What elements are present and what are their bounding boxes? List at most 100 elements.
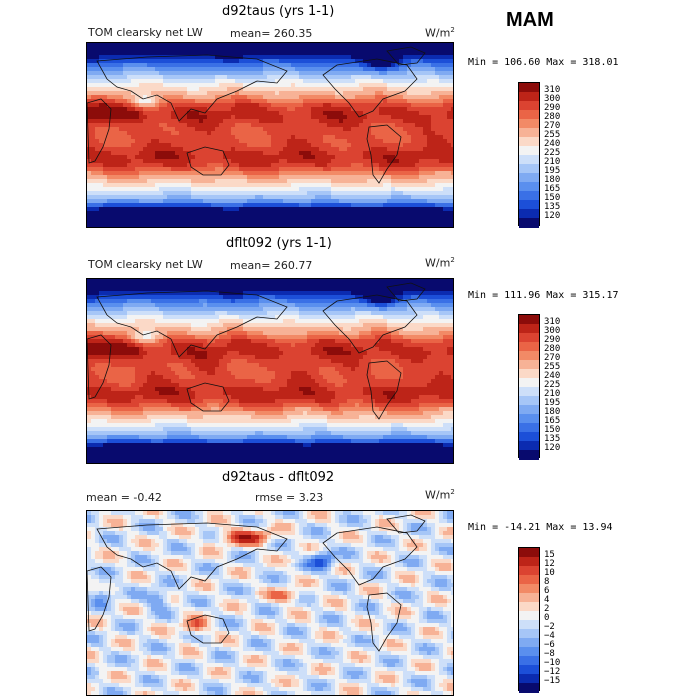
map-cell (119, 143, 124, 148)
map-cell (387, 191, 392, 196)
map-cell (275, 147, 280, 152)
map-cell (335, 223, 340, 227)
map-cell (319, 183, 324, 188)
map-cell (239, 79, 244, 84)
map-cell (383, 119, 388, 124)
map-cell (335, 95, 340, 100)
map-cell (259, 143, 264, 148)
map-cell (355, 163, 360, 168)
map-cell (427, 71, 432, 76)
map-cell (175, 143, 180, 148)
map-cell (103, 299, 108, 304)
map-cell (287, 303, 292, 308)
map-cell (167, 75, 172, 80)
map-cell (403, 299, 408, 304)
map-cell (379, 87, 384, 92)
map-cell (347, 287, 352, 292)
map-cell (275, 219, 280, 224)
map-cell (383, 115, 388, 120)
map-cell (367, 151, 372, 156)
map-cell (391, 79, 396, 84)
map-cell (171, 199, 176, 204)
map-cell (271, 211, 276, 216)
map-cell (227, 283, 232, 288)
map-cell (427, 159, 432, 164)
map-cell (143, 151, 148, 156)
map-cell (119, 43, 124, 48)
map-cell (379, 175, 384, 180)
map-cell (175, 199, 180, 204)
map-cell (167, 71, 172, 76)
map-cell (191, 111, 196, 116)
map-cell (371, 179, 376, 184)
map-cell (95, 43, 100, 48)
map-cell (99, 151, 104, 156)
map-cell (183, 99, 188, 104)
map-cell (283, 203, 288, 208)
map-cell (311, 127, 316, 132)
map-cell (375, 171, 380, 176)
map-cell (231, 139, 236, 144)
map-cell (395, 79, 400, 84)
map-cell (287, 147, 292, 152)
map-cell (295, 83, 300, 88)
map-cell (131, 191, 136, 196)
map-cell (391, 103, 396, 108)
map-cell (135, 283, 140, 288)
map-cell (443, 195, 448, 200)
map-cell (275, 107, 280, 112)
map-cell (99, 51, 104, 56)
map-cell (327, 91, 332, 96)
map-cell (447, 199, 452, 204)
map-cell (271, 59, 276, 64)
map-cell (135, 207, 140, 212)
map-cell (203, 219, 208, 224)
map-cell (203, 215, 208, 220)
map-cell (419, 139, 424, 144)
map-cell (203, 187, 208, 192)
map-cell (95, 183, 100, 188)
map-cell (315, 135, 320, 140)
map-cell (279, 123, 284, 128)
map-cell (259, 283, 264, 288)
map-cell (275, 115, 280, 120)
map-cell (243, 299, 248, 304)
map-cell (171, 291, 176, 296)
map-cell (163, 283, 168, 288)
map-cell (215, 123, 220, 128)
map-cell (287, 159, 292, 164)
map-cell (303, 87, 308, 92)
map-cell (171, 71, 176, 76)
map-cell (119, 107, 124, 112)
map-cell (247, 151, 252, 156)
map-cell (235, 87, 240, 92)
map-cell (419, 111, 424, 116)
map-cell (291, 131, 296, 136)
map-cell (155, 283, 160, 288)
map-cell (415, 175, 420, 180)
map-cell (419, 303, 424, 308)
map-cell (275, 143, 280, 148)
colorbar-swatch (519, 146, 539, 156)
map-cell (399, 199, 404, 204)
map-cell (367, 71, 372, 76)
map-cell (283, 195, 288, 200)
map-cell (295, 279, 300, 284)
map-cell (331, 155, 336, 160)
map-cell (195, 295, 200, 300)
map-cell (195, 299, 200, 304)
map-cell (451, 103, 453, 108)
map-cell (227, 127, 232, 132)
map-cell (351, 139, 356, 144)
map-cell (155, 187, 160, 192)
map-cell (95, 67, 100, 72)
map-cell (227, 211, 232, 216)
map-cell (367, 139, 372, 144)
map-cell (199, 167, 204, 172)
map-cell (363, 79, 368, 84)
map-cell (231, 171, 236, 176)
map-cell (151, 195, 156, 200)
map-cell (119, 163, 124, 168)
map-cell (383, 303, 388, 308)
map-cell (343, 51, 348, 56)
